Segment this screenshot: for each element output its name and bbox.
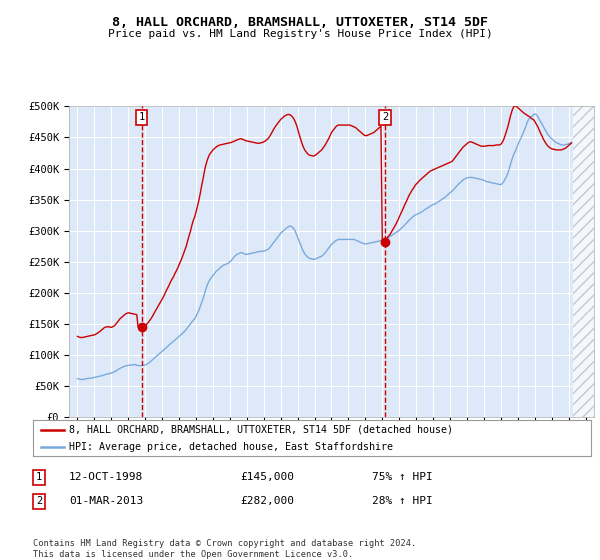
Text: HPI: Average price, detached house, East Staffordshire: HPI: Average price, detached house, East… xyxy=(69,442,393,451)
Text: 2: 2 xyxy=(382,112,388,122)
Text: 28% ↑ HPI: 28% ↑ HPI xyxy=(372,496,433,506)
Text: 8, HALL ORCHARD, BRAMSHALL, UTTOXETER, ST14 5DF: 8, HALL ORCHARD, BRAMSHALL, UTTOXETER, S… xyxy=(112,16,488,29)
Text: 2: 2 xyxy=(36,496,42,506)
Text: Contains HM Land Registry data © Crown copyright and database right 2024.
This d: Contains HM Land Registry data © Crown c… xyxy=(33,539,416,559)
Text: 1: 1 xyxy=(36,472,42,482)
Text: Price paid vs. HM Land Registry's House Price Index (HPI): Price paid vs. HM Land Registry's House … xyxy=(107,29,493,39)
Bar xyxy=(573,106,598,417)
Text: 01-MAR-2013: 01-MAR-2013 xyxy=(69,496,143,506)
Bar xyxy=(573,106,598,417)
Text: £145,000: £145,000 xyxy=(240,472,294,482)
Text: 12-OCT-1998: 12-OCT-1998 xyxy=(69,472,143,482)
Text: 1: 1 xyxy=(139,112,145,122)
Text: £282,000: £282,000 xyxy=(240,496,294,506)
Text: 8, HALL ORCHARD, BRAMSHALL, UTTOXETER, ST14 5DF (detached house): 8, HALL ORCHARD, BRAMSHALL, UTTOXETER, S… xyxy=(69,425,453,435)
Text: 75% ↑ HPI: 75% ↑ HPI xyxy=(372,472,433,482)
